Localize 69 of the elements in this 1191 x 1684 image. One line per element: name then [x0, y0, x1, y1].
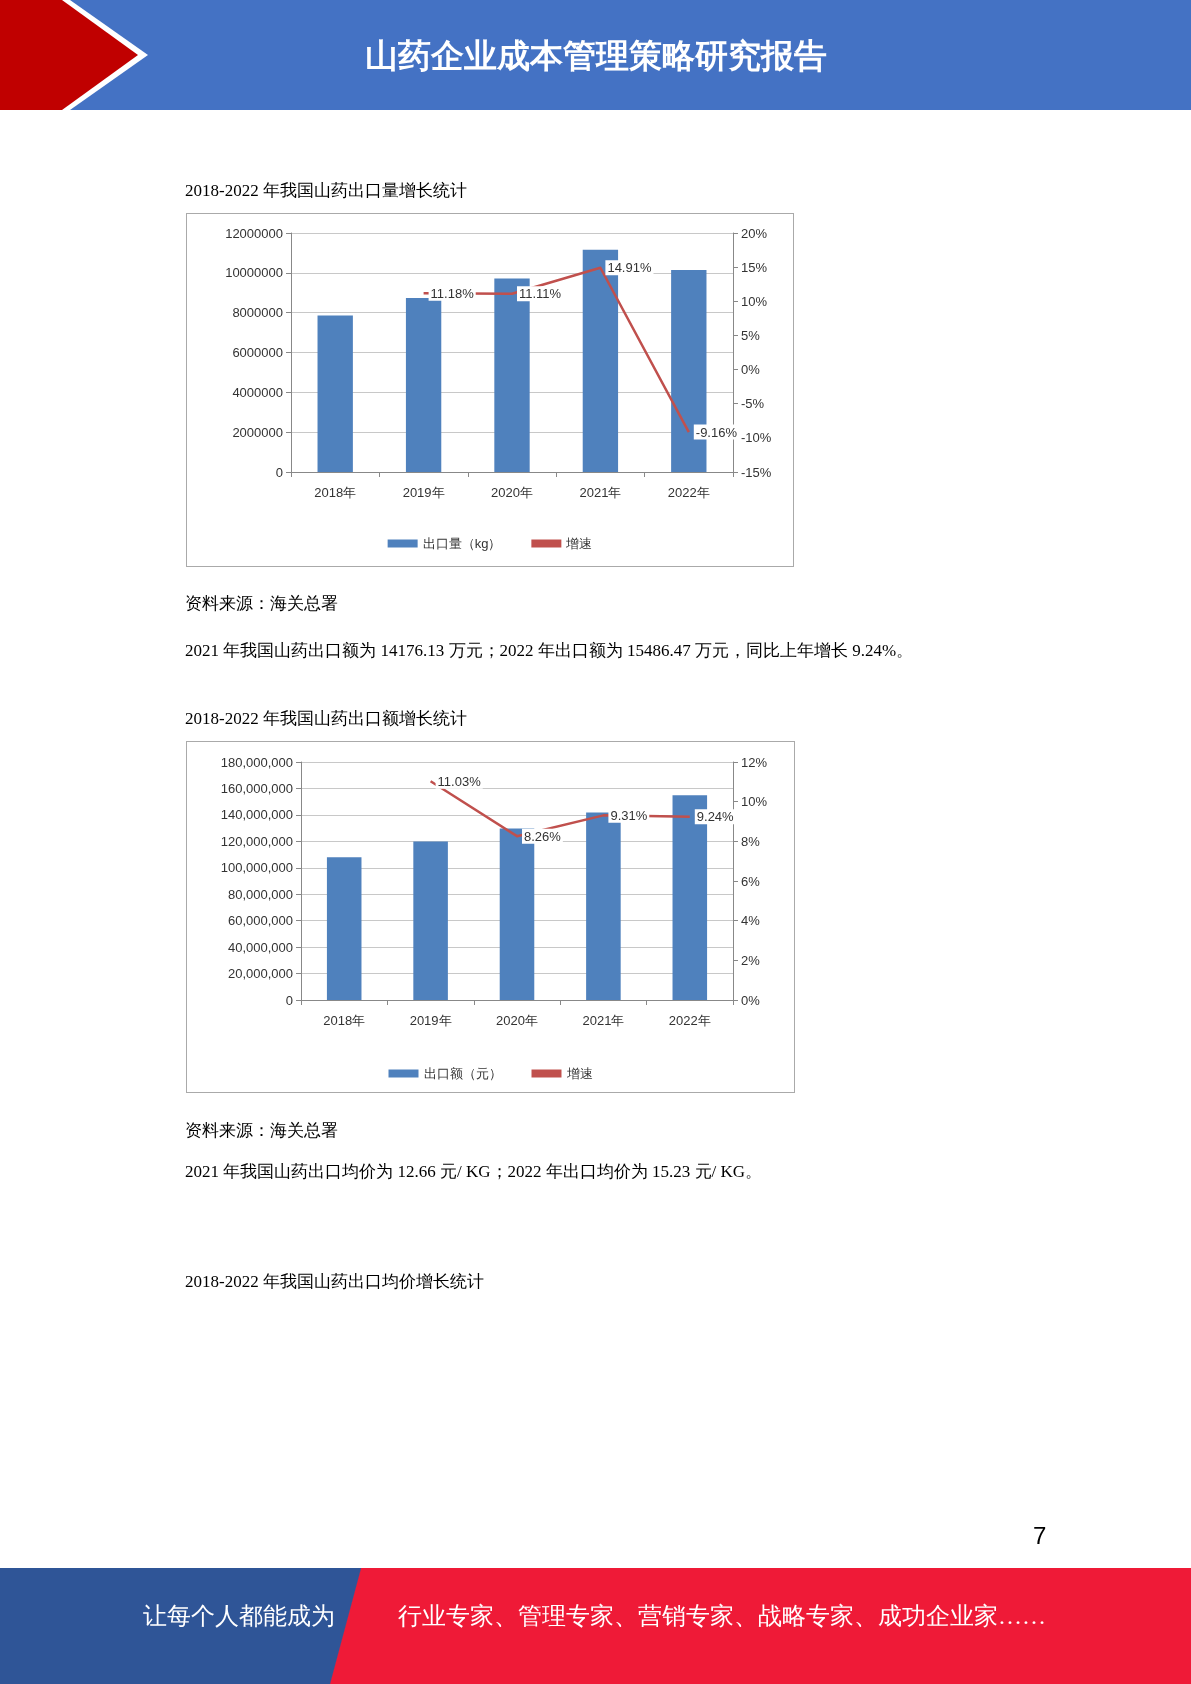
data-label: 11.11%: [519, 286, 562, 302]
data-label: 11.18%: [430, 285, 475, 301]
y2-tick-label: 10%: [741, 794, 768, 810]
legend-label: 增速: [565, 1066, 593, 1081]
y2-tick-label: 15%: [741, 259, 768, 275]
x-tick-label: 2019年: [409, 1013, 452, 1028]
text: 2021 年我国山药出口额为 14176.13 万元；2022 年出口额为 15486.47 万元，同比上年增长 9.24%。: [185, 640, 915, 662]
y2-tick-label: -15%: [741, 464, 772, 480]
text: 资料来源：海关总署: [185, 594, 338, 614]
x-tick-label: 2022年: [668, 1013, 711, 1028]
legend-label: 增速: [565, 536, 593, 551]
y2-tick-label: -5%: [741, 396, 765, 412]
y2-tick-label: -10%: [741, 430, 772, 446]
y-tick-label: 0: [285, 992, 293, 1008]
text: 2018-2022 年我国山药出口均价增长统计: [185, 1272, 484, 1292]
y-tick-label: 40,000,000: [227, 939, 293, 955]
x-tick-label: 2020年: [491, 485, 533, 500]
y-tick-label: 4000000: [232, 384, 283, 400]
x-tick-label: 2018年: [323, 1013, 366, 1028]
data-label: 9.31%: [610, 807, 648, 823]
text: 让每个人都能成为: [143, 1602, 335, 1631]
y-tick-label: 20,000,000: [227, 966, 293, 982]
data-label: -9.16%: [695, 424, 738, 440]
y2-tick-label: 0%: [741, 362, 761, 378]
text: 行业专家、管理专家、营销专家、战略专家、成功企业家……: [398, 1602, 1046, 1631]
data-label: 14.91%: [607, 260, 652, 276]
y-tick-label: 2000000: [232, 424, 283, 440]
y2-tick-label: 20%: [741, 225, 768, 241]
y-tick-label: 80,000,000: [227, 886, 293, 902]
legend-label: 出口量（kg）: [422, 536, 502, 551]
y2-tick-label: 10%: [741, 293, 768, 309]
text: 资料来源：海关总署: [185, 1121, 338, 1141]
y-tick-label: 120,000,000: [220, 833, 293, 849]
chart-title: 2018-2022 年我国山药出口额增长统计: [185, 709, 467, 729]
text: 7: [1033, 1522, 1047, 1550]
y-tick-label: 180,000,000: [220, 754, 293, 770]
data-label: 11.03%: [437, 773, 482, 789]
data-label: 9.24%: [696, 809, 735, 825]
y2-tick-label: 0%: [741, 992, 761, 1008]
y2-tick-label: 4%: [741, 913, 761, 929]
y-tick-label: 60,000,000: [227, 913, 293, 929]
x-tick-label: 2021年: [582, 1013, 625, 1028]
x-tick-label: 2019年: [402, 485, 445, 500]
data-label: 8.26%: [524, 828, 562, 844]
y2-tick-label: 2%: [741, 952, 761, 968]
x-tick-label: 2020年: [496, 1013, 538, 1028]
y-tick-label: 8000000: [232, 305, 283, 321]
y2-tick-label: 8%: [741, 833, 761, 849]
y-tick-label: 140,000,000: [220, 807, 293, 823]
x-tick-label: 2021年: [579, 485, 622, 500]
y-tick-label: 0: [275, 464, 283, 480]
text: 2021 年我国山药出口均价为 12.66 元/ KG；2022 年出口均价为 15.23 元/ KG。: [185, 1162, 763, 1182]
legend-label: 出口额（元）: [423, 1066, 502, 1081]
y-tick-label: 100,000,000: [220, 860, 293, 876]
bar: [405, 297, 442, 472]
y2-tick-label: 12%: [741, 754, 768, 770]
y2-tick-label: 5%: [741, 327, 761, 343]
text: 山药企业成本管理策略研究报告: [363, 36, 828, 76]
y-tick-label: 160,000,000: [220, 780, 293, 796]
bar: [317, 315, 353, 472]
x-tick-label: 2022年: [667, 485, 710, 500]
x-tick-label: 2018年: [314, 485, 357, 500]
y-tick-label: 10000000: [225, 265, 283, 281]
bar: [326, 857, 362, 1000]
chart-title: 2018-2022 年我国山药出口量增长统计: [185, 181, 467, 201]
y-tick-label: 12000000: [225, 225, 283, 241]
bar: [413, 841, 448, 1000]
y-tick-label: 6000000: [232, 345, 283, 360]
y2-tick-label: 6%: [741, 873, 761, 889]
